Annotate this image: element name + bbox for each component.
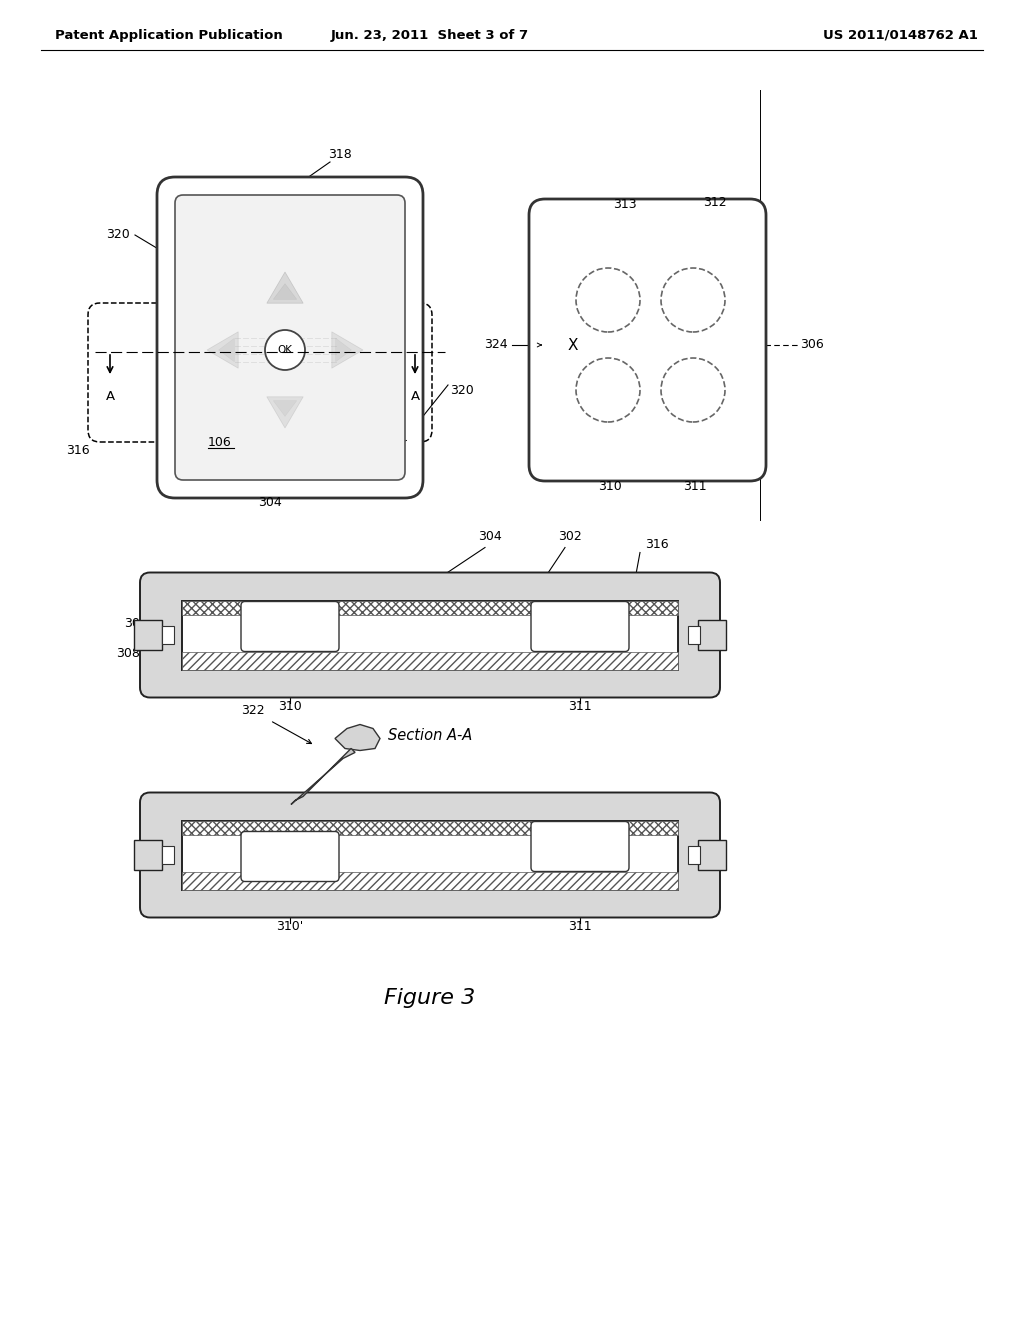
Text: X: X [567, 338, 579, 352]
Text: 308: 308 [116, 647, 140, 660]
Text: 310': 310' [276, 920, 304, 932]
Text: 311: 311 [568, 920, 592, 932]
Polygon shape [291, 748, 355, 804]
Circle shape [662, 358, 725, 422]
Bar [182, 601, 678, 615]
Text: 324: 324 [484, 338, 508, 351]
Bar [134, 620, 162, 649]
FancyBboxPatch shape [140, 792, 720, 917]
Polygon shape [267, 397, 303, 428]
Polygon shape [207, 331, 239, 368]
Text: 320: 320 [450, 384, 474, 396]
FancyBboxPatch shape [241, 602, 339, 652]
Circle shape [662, 268, 725, 333]
Text: A: A [411, 389, 420, 403]
Text: A: A [105, 389, 115, 403]
Bar [162, 846, 174, 865]
Text: 106: 106 [208, 436, 231, 449]
Bar [182, 871, 678, 890]
Text: 304: 304 [478, 531, 502, 544]
Text: Jun. 23, 2011  Sheet 3 of 7: Jun. 23, 2011 Sheet 3 of 7 [331, 29, 529, 41]
FancyBboxPatch shape [241, 832, 339, 882]
Bar [698, 620, 726, 649]
Polygon shape [336, 338, 351, 362]
Text: 316: 316 [645, 537, 669, 550]
Text: 313: 313 [613, 198, 637, 211]
Bar [182, 601, 678, 669]
Polygon shape [219, 338, 234, 362]
Polygon shape [332, 331, 362, 368]
FancyBboxPatch shape [531, 821, 629, 871]
Text: 318: 318 [328, 149, 352, 161]
Text: 311: 311 [568, 700, 592, 713]
Circle shape [265, 330, 305, 370]
Circle shape [575, 268, 640, 333]
Polygon shape [335, 725, 380, 751]
FancyBboxPatch shape [175, 195, 406, 480]
Text: 306: 306 [124, 616, 148, 630]
Bar [182, 821, 678, 890]
Text: 312: 312 [703, 195, 727, 209]
Polygon shape [273, 401, 297, 416]
Text: 302: 302 [558, 531, 582, 544]
Text: 320: 320 [106, 228, 130, 242]
Bar [698, 840, 726, 870]
Bar [688, 846, 700, 865]
Text: 306: 306 [800, 338, 823, 351]
Text: OK: OK [278, 345, 293, 355]
Polygon shape [273, 284, 297, 300]
FancyBboxPatch shape [157, 177, 423, 498]
Text: 311: 311 [683, 480, 707, 494]
Bar [162, 626, 174, 644]
Circle shape [575, 358, 640, 422]
Bar [134, 840, 162, 870]
Polygon shape [267, 272, 303, 304]
Text: 310: 310 [279, 700, 302, 713]
Text: 316: 316 [67, 444, 90, 457]
Text: Figure 3: Figure 3 [384, 987, 475, 1007]
Text: US 2011/0148762 A1: US 2011/0148762 A1 [822, 29, 978, 41]
Text: Patent Application Publication: Patent Application Publication [55, 29, 283, 41]
Text: 310: 310 [598, 480, 622, 494]
Bar [182, 821, 678, 834]
Text: 304: 304 [258, 495, 282, 508]
Bar [182, 652, 678, 669]
FancyBboxPatch shape [140, 573, 720, 697]
FancyBboxPatch shape [529, 199, 766, 480]
Text: Section A-A: Section A-A [388, 729, 472, 743]
FancyBboxPatch shape [531, 602, 629, 652]
Text: 322: 322 [242, 705, 265, 718]
Bar [688, 626, 700, 644]
